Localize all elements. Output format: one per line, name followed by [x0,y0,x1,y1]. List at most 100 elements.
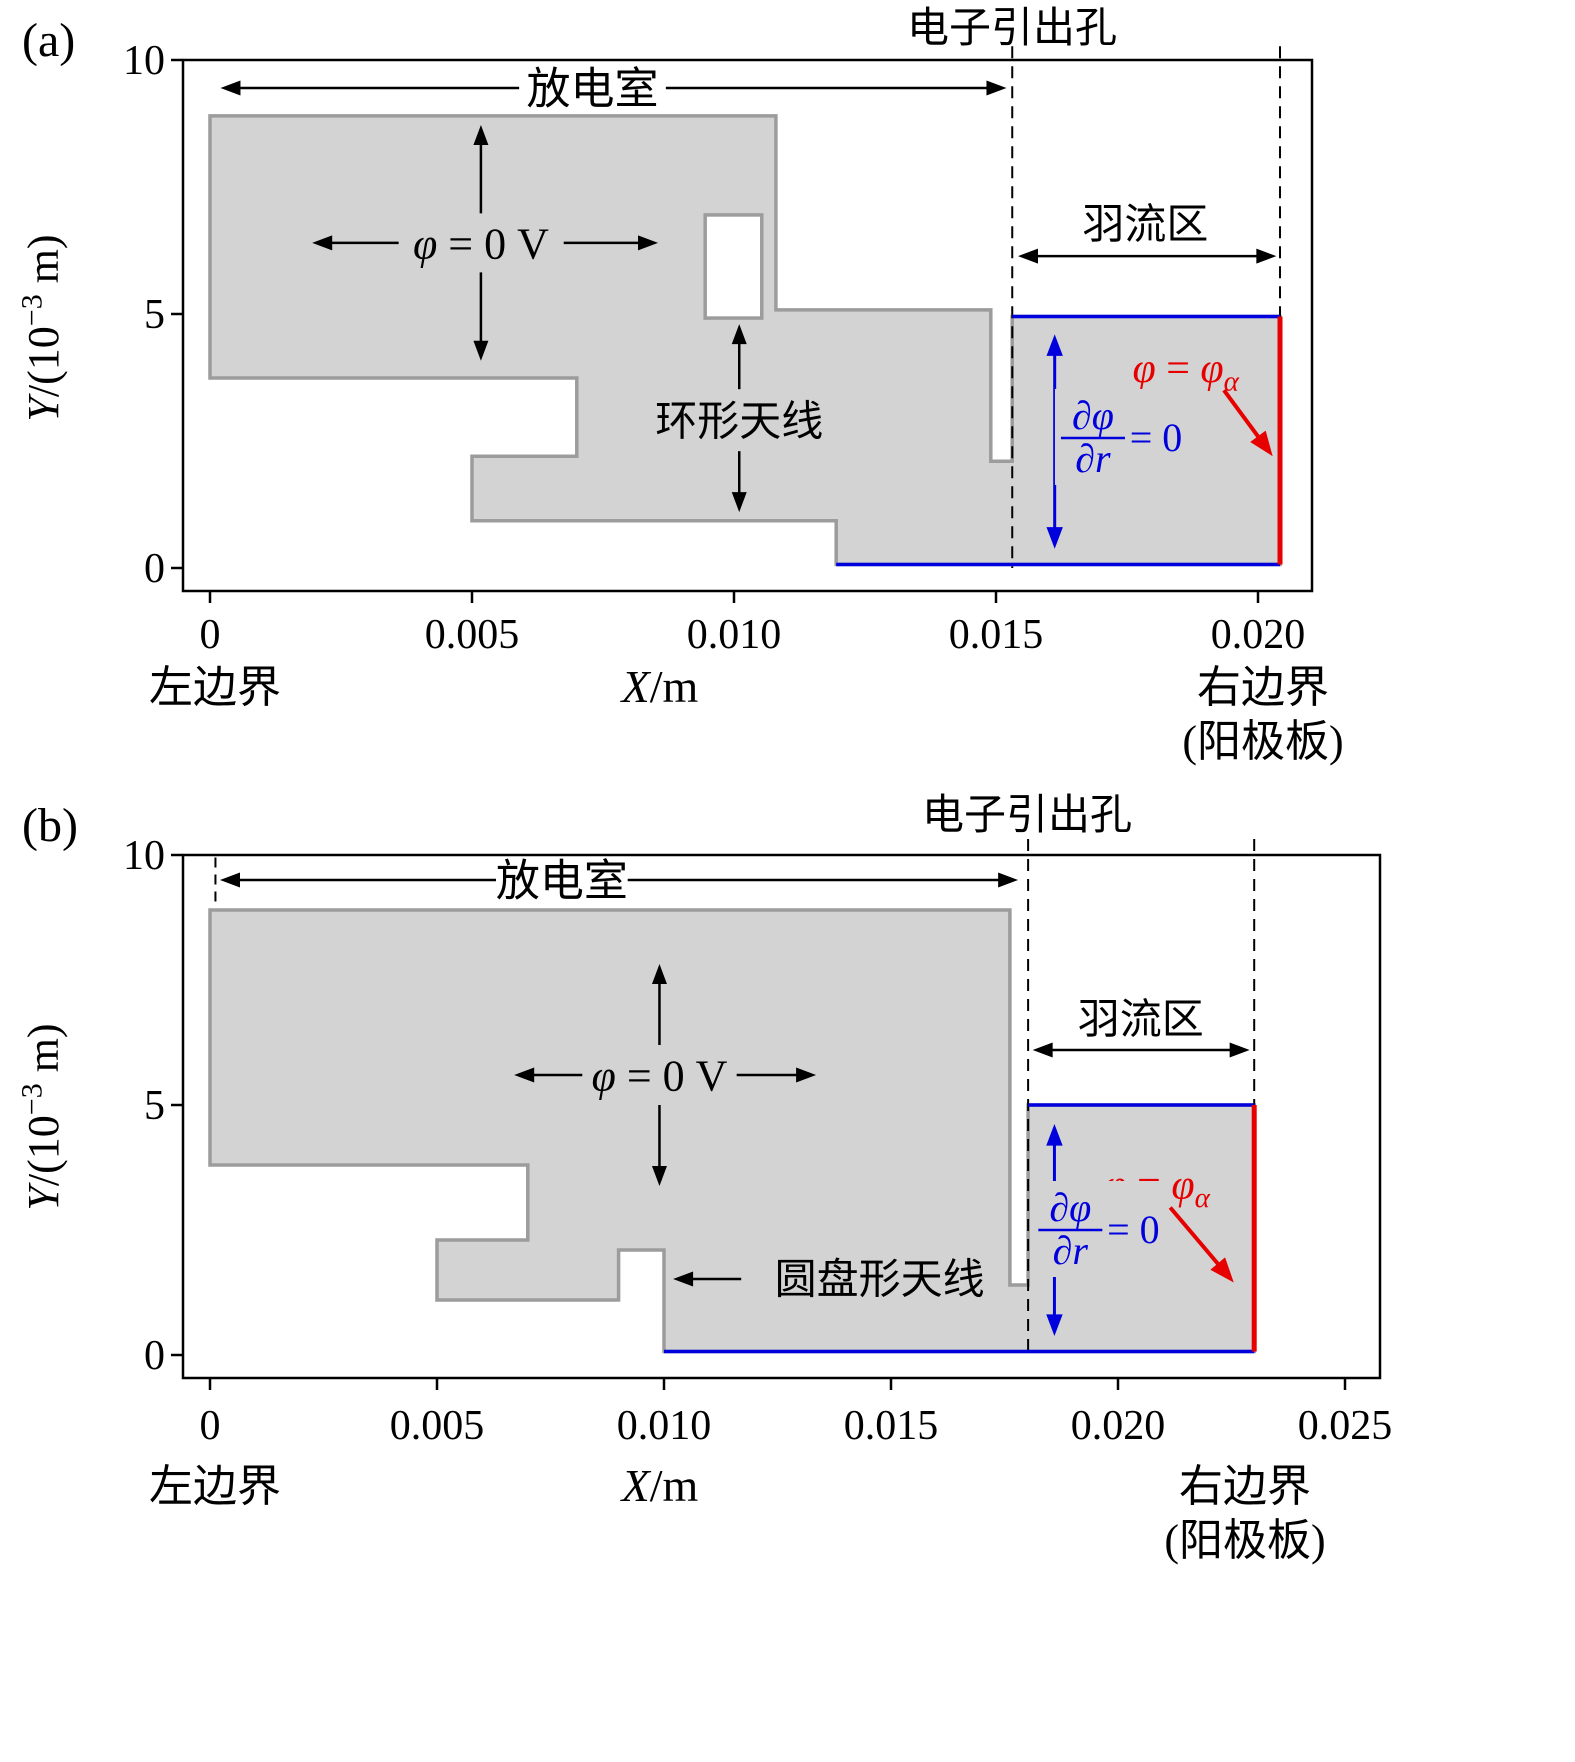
plot-frame [181,853,1382,1380]
phi-zero-down [651,1105,667,1186]
y-tick-label: 10 [123,38,165,84]
x-tick-label: 0 [200,612,221,658]
panel-tag: (b) [22,799,78,852]
y-tick-label: 0 [144,1333,165,1379]
arrow-head [673,1271,694,1287]
disk-antenna-pointer [673,1271,742,1287]
label-neumann-bc-part: ∂r [1053,1228,1089,1273]
panel-b-disk-antenna-geometry: 0 0.005 0.010 0.015 0.020 0.025 0 5 10 (b) 电子引出孔放电… [15,793,1393,1565]
label-ring-antenna-bg [649,396,830,449]
chamber-region [208,908,1256,1354]
arrow-head [1046,334,1063,356]
label-neumann-bc-part: = 0 [1130,415,1183,460]
arrow-head [1229,1042,1250,1058]
arrow-head [312,235,333,251]
label-left-boundary: 左边界 [149,1462,281,1511]
label-right-boundary: 右边界 [1197,663,1329,712]
phi-zero-up [473,125,489,214]
label-plume-region: 羽流区 [1082,202,1208,248]
x-tick-label: 0.010 [617,1403,712,1449]
ring-antenna-down [731,451,747,513]
label-discharge-chamber: 放电室 [527,64,659,113]
label-neumann-bc-part: ∂r [1075,436,1111,481]
antenna-hole [703,213,764,320]
label-neumann-bc: ∂φ∂r = 0 [1038,1185,1160,1273]
arrow-head [731,492,747,513]
panel-tag: (a) [22,14,75,67]
x-tick-label: 0.020 [1211,612,1306,658]
phi-zero-up [651,964,667,1045]
phi-alpha-pointer [1222,389,1273,457]
label-left-boundary: 左边界 [149,663,281,712]
ring-antenna-up [731,324,747,390]
phi-zero-left [312,235,399,251]
x-tick-label: 0.020 [1071,1403,1166,1449]
label-ring-antenna: 环形天线 [655,399,823,445]
label-anode-plate: (阳极板) [1164,1516,1325,1565]
arrow-head [638,235,659,251]
discharge-span-right [665,80,1007,96]
arrow-head [998,872,1019,888]
arrow-head [473,340,489,361]
arrow-head [1210,1257,1234,1283]
discharge-span-left [219,872,497,888]
label-plume-region: 羽流区 [1078,998,1204,1044]
y-axis-label: Y/(10−3 m) [15,234,68,421]
arrow-head [1046,1314,1063,1336]
neumann-span [1046,334,1063,549]
arrow-head [731,324,747,345]
label-phi-alpha: φ = φα [1132,346,1239,397]
label-neumann-bc-part: ∂φ [1072,393,1114,438]
y-tick-label: 0 [144,546,165,592]
y-tick-label: 5 [144,1083,165,1129]
arrow-head [1046,1124,1063,1146]
label-right-boundary: 右边界 [1179,1462,1311,1511]
phi-zero-right [736,1067,817,1083]
arrow-head [1250,430,1273,457]
arrow-head [1018,248,1039,264]
label-disk-antenna: 圆盘形天线 [775,1257,985,1304]
phi-zero-left [514,1067,583,1083]
label-neumann-bc-part: ∂φ [1049,1185,1091,1230]
title-electron-extraction-hole: 电子引出孔 [907,6,1117,52]
arrow-head [796,1067,817,1083]
discharge-span-left [220,80,520,96]
x-axis-label: X/m [620,661,699,712]
x-tick-label: 0.015 [844,1403,939,1449]
label-neumann-bc-part: = 0 [1107,1207,1160,1252]
arrow-head [473,125,489,146]
label-neumann-bc: ∂φ∂r = 0 [1060,393,1183,481]
x-tick-label: 0.005 [390,1403,485,1449]
discharge-span-right [627,872,1019,888]
phi-zero-right [563,235,659,251]
x-tick-label: 0.005 [425,612,520,658]
phi-zero-down [473,272,489,361]
plume-span [1032,1042,1250,1058]
phi-alpha-pointer [1168,1206,1234,1283]
label-disk-antenna-bg [768,1253,991,1307]
x-tick-label: 0.025 [1298,1403,1393,1449]
label-anode-plate: (阳极板) [1182,717,1343,766]
x-tick-label: 0.010 [687,612,782,658]
arrow-head [651,964,667,984]
arrow-head [219,872,240,888]
y-axis-label: Y/(10−3 m) [15,1023,68,1210]
arrow-head [986,80,1007,96]
x-tick-label: 0.015 [949,612,1044,658]
arrow-head [514,1067,535,1083]
label-discharge-chamber: 放电室 [496,856,628,905]
arrow-head [1046,527,1063,549]
plot-frame [181,58,1314,593]
arrow-head [1032,1042,1053,1058]
y-tick-label: 10 [123,833,165,879]
arrow-head [651,1166,667,1186]
y-tick-label: 5 [144,292,165,338]
label-phi-zero: φ = 0 V [413,219,549,268]
x-axis-label: X/m [620,1460,699,1511]
arrow-head [1256,248,1277,264]
arrow-head [220,80,241,96]
title-electron-extraction-hole: 电子引出孔 [922,793,1132,839]
x-tick-label: 0 [200,1403,221,1449]
